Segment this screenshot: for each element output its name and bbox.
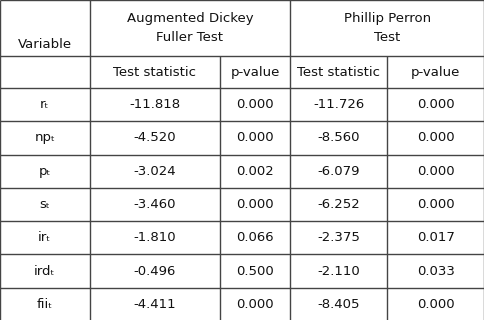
Text: Variable: Variable xyxy=(18,37,72,51)
Text: 0.033: 0.033 xyxy=(417,265,454,277)
Text: -2.110: -2.110 xyxy=(318,265,360,277)
Text: fiiₜ: fiiₜ xyxy=(37,298,53,311)
Text: 0.000: 0.000 xyxy=(417,298,454,311)
Text: Test statistic: Test statistic xyxy=(297,66,380,78)
Text: -11.818: -11.818 xyxy=(129,98,181,111)
Text: -8.560: -8.560 xyxy=(318,132,360,144)
Text: -6.252: -6.252 xyxy=(318,198,360,211)
Text: 0.000: 0.000 xyxy=(417,165,454,178)
Text: pₜ: pₜ xyxy=(39,165,51,178)
Text: p-value: p-value xyxy=(230,66,280,78)
Text: -4.411: -4.411 xyxy=(134,298,176,311)
Text: p-value: p-value xyxy=(411,66,460,78)
Text: rₜ: rₜ xyxy=(40,98,49,111)
Text: 0.066: 0.066 xyxy=(237,231,274,244)
Text: 0.000: 0.000 xyxy=(237,132,274,144)
Text: 0.002: 0.002 xyxy=(237,165,274,178)
Text: -4.520: -4.520 xyxy=(134,132,176,144)
Text: -6.079: -6.079 xyxy=(318,165,360,178)
Text: 0.000: 0.000 xyxy=(237,198,274,211)
Text: 0.000: 0.000 xyxy=(237,298,274,311)
Text: 0.017: 0.017 xyxy=(417,231,454,244)
Text: -11.726: -11.726 xyxy=(313,98,364,111)
Text: Phillip Perron
Test: Phillip Perron Test xyxy=(344,12,431,44)
Text: 0.000: 0.000 xyxy=(417,198,454,211)
Text: irₜ: irₜ xyxy=(38,231,51,244)
Text: npₜ: npₜ xyxy=(34,132,55,144)
Text: 0.500: 0.500 xyxy=(237,265,274,277)
Text: Augmented Dickey
Fuller Test: Augmented Dickey Fuller Test xyxy=(127,12,253,44)
Text: -2.375: -2.375 xyxy=(318,231,360,244)
Text: 0.000: 0.000 xyxy=(417,132,454,144)
Text: sₜ: sₜ xyxy=(39,198,50,211)
Text: -0.496: -0.496 xyxy=(134,265,176,277)
Text: -8.405: -8.405 xyxy=(318,298,360,311)
Text: -1.810: -1.810 xyxy=(134,231,176,244)
Text: 0.000: 0.000 xyxy=(417,98,454,111)
Text: 0.000: 0.000 xyxy=(237,98,274,111)
Text: irdₜ: irdₜ xyxy=(34,265,56,277)
Text: -3.460: -3.460 xyxy=(134,198,176,211)
Text: -3.024: -3.024 xyxy=(134,165,176,178)
Text: Test statistic: Test statistic xyxy=(113,66,197,78)
